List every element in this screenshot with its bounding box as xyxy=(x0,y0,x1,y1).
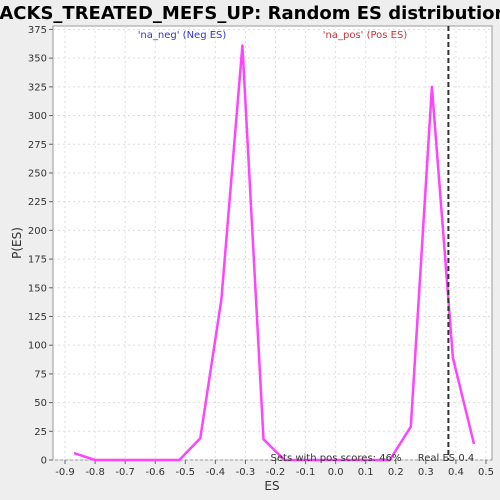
y-tick-label: 175 xyxy=(28,255,47,266)
x-tick-label: -0.3 xyxy=(236,467,256,478)
x-tick-label: -0.9 xyxy=(55,467,75,478)
y-tick-label: 375 xyxy=(28,25,47,36)
y-tick-label: 100 xyxy=(28,341,47,352)
x-tick-label: -0.6 xyxy=(145,467,165,478)
y-axis-ticks: 0 25 50 75 100 125 150 175 200 225 250 275 300 325 350… xyxy=(28,25,53,467)
y-tick-label: 125 xyxy=(28,312,47,323)
x-tick-label: -0.4 xyxy=(206,467,226,478)
y-tick-label: 225 xyxy=(28,197,47,208)
y-tick-label: 25 xyxy=(34,427,47,438)
neg-es-label: 'na_neg' (Neg ES) xyxy=(138,30,227,41)
x-tick-label: -0.8 xyxy=(85,467,105,478)
x-tick-label: -0.7 xyxy=(115,467,135,478)
x-axis-label: ES xyxy=(264,479,279,493)
pos-scores-label: Sets with pos scores: 46% xyxy=(271,453,402,464)
y-tick-label: 50 xyxy=(34,398,47,409)
y-tick-label: 350 xyxy=(28,54,47,65)
x-tick-label: 0.0 xyxy=(328,467,344,478)
x-tick-label: 0.2 xyxy=(388,467,404,478)
y-tick-label: 75 xyxy=(34,369,47,380)
chart-title: JACKS_TREATED_MEFS_UP: Random ES distrib… xyxy=(0,3,500,24)
x-tick-label: -0.2 xyxy=(266,467,286,478)
y-tick-label: 150 xyxy=(28,283,47,294)
x-tick-label: 0.4 xyxy=(448,467,464,478)
x-tick-label: 0.3 xyxy=(418,467,434,478)
y-tick-label: 0 xyxy=(41,456,47,467)
real-es-label: Real ES 0.4 xyxy=(418,453,474,464)
x-tick-label: 0.5 xyxy=(478,467,494,478)
y-tick-label: 325 xyxy=(28,82,47,93)
y-tick-label: 200 xyxy=(28,226,47,237)
x-tick-label: -0.1 xyxy=(296,467,316,478)
y-tick-label: 275 xyxy=(28,140,47,151)
pos-es-label: 'na_pos' (Pos ES) xyxy=(323,30,408,41)
x-tick-label: -0.5 xyxy=(176,467,196,478)
x-tick-label: 0.1 xyxy=(358,467,374,478)
y-tick-label: 250 xyxy=(28,168,47,179)
y-tick-label: 300 xyxy=(28,111,47,122)
y-axis-label: P(ES) xyxy=(10,227,24,259)
